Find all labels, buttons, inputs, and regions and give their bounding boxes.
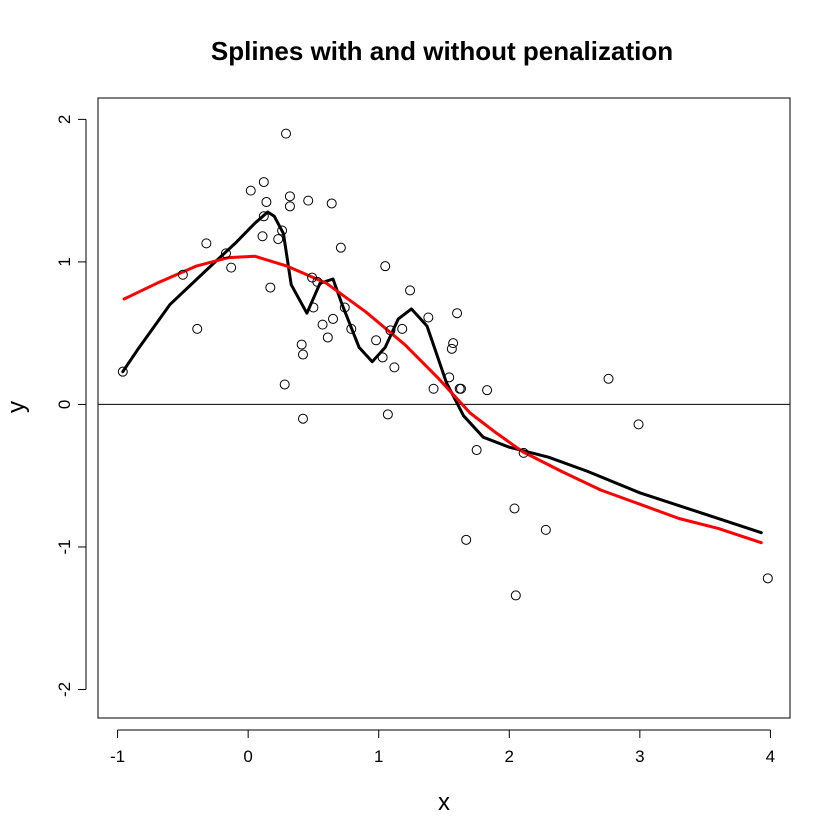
data-point (455, 383, 466, 394)
data-point (317, 319, 328, 330)
data-point (177, 269, 188, 280)
x-tick-label: 3 (635, 747, 644, 766)
data-point (297, 413, 308, 424)
data-point (279, 379, 290, 390)
data-point (389, 362, 400, 373)
penalized-spline-line (122, 254, 763, 545)
data-point (220, 248, 231, 259)
data-point (461, 534, 472, 545)
y-tick-label: -1 (55, 539, 74, 554)
data-point (405, 285, 416, 296)
data-point (308, 302, 319, 313)
data-points (117, 128, 773, 601)
data-point (371, 335, 382, 346)
data-point (258, 177, 269, 188)
data-point (448, 338, 459, 349)
y-tick-label: -2 (55, 682, 74, 697)
data-point (296, 339, 307, 350)
spline-series (121, 210, 763, 545)
x-tick-label: 2 (505, 747, 514, 766)
data-point (303, 195, 314, 206)
data-point (226, 262, 237, 273)
data-point (284, 191, 295, 202)
y-tick-label: 0 (55, 400, 74, 409)
y-axis-label: y (3, 401, 30, 413)
data-point (281, 128, 292, 139)
data-point (382, 409, 393, 420)
x-axis-label: x (438, 789, 450, 816)
x-axis: -1 0 1 2 3 4 (110, 729, 775, 766)
y-axis: -2 -1 0 1 2 (55, 115, 87, 697)
data-point (482, 385, 493, 396)
data-point (518, 447, 529, 458)
data-point (509, 503, 520, 514)
data-point (265, 282, 276, 293)
data-point (385, 325, 396, 336)
data-point (452, 308, 463, 319)
data-point (245, 185, 256, 196)
data-point (277, 225, 288, 236)
data-point (312, 276, 323, 287)
data-point (117, 366, 128, 377)
chart-title: Splines with and without penalization (211, 36, 673, 66)
x-tick-label: 4 (766, 747, 775, 766)
data-point (339, 302, 350, 313)
data-point (192, 323, 203, 334)
data-point (201, 238, 212, 249)
data-point (603, 373, 614, 384)
y-tick-label: 1 (55, 257, 74, 266)
data-point (762, 573, 773, 584)
x-tick-label: 1 (374, 747, 383, 766)
data-point (397, 323, 408, 334)
data-point (284, 201, 295, 212)
data-point (326, 198, 337, 209)
data-point (377, 352, 388, 363)
plot-frame (97, 97, 791, 719)
data-point (380, 261, 391, 272)
data-point (257, 231, 268, 242)
data-point (328, 313, 339, 324)
data-point (428, 383, 439, 394)
data-point (423, 312, 434, 323)
y-tick-label: 2 (55, 115, 74, 124)
data-point (335, 242, 346, 253)
data-point (446, 343, 457, 354)
data-point (540, 524, 551, 535)
x-tick-label: -1 (110, 747, 125, 766)
data-point (444, 372, 455, 383)
data-point (510, 590, 521, 601)
x-tick-label: 0 (243, 747, 252, 766)
data-point (633, 419, 644, 430)
data-point (261, 197, 272, 208)
data-point (297, 349, 308, 360)
data-point (471, 445, 482, 456)
data-point (258, 211, 269, 222)
data-point (273, 234, 284, 245)
data-point (322, 332, 333, 343)
data-point (346, 323, 357, 334)
